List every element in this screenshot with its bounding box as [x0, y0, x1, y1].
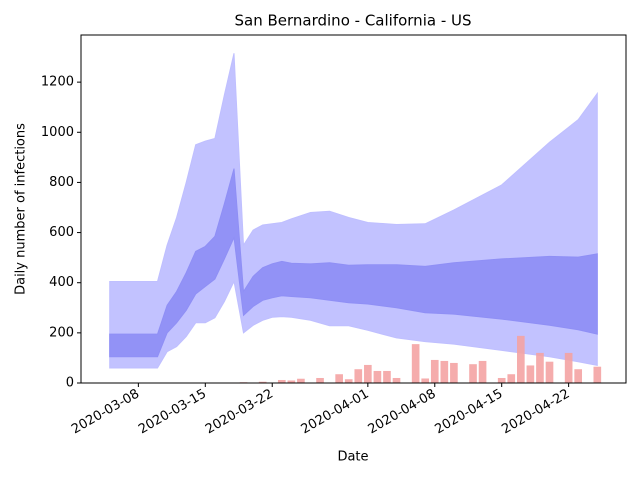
bar [364, 364, 372, 383]
bar [564, 352, 573, 383]
bar [545, 361, 554, 383]
x-tick-label: 2020-03-08 [69, 387, 142, 438]
y-axis-label: Daily number of infections [14, 123, 29, 295]
bar [536, 352, 544, 383]
band [109, 168, 598, 358]
bar [411, 344, 420, 383]
y-tick-label: 0 [66, 376, 74, 391]
x-tick-label: 2020-04-22 [499, 387, 572, 438]
bar [316, 377, 324, 383]
y-tick-label: 400 [49, 275, 74, 290]
bar [392, 377, 401, 383]
axes-frame [80, 34, 627, 384]
bar [478, 360, 487, 383]
x-axis-label: Date [337, 450, 368, 465]
bar [287, 380, 296, 383]
bar [593, 366, 602, 383]
bar [450, 362, 458, 383]
bar [526, 365, 535, 383]
bar [373, 370, 382, 383]
x-tick-label: 2020-04-01 [299, 387, 372, 438]
y-tick-label: 600 [49, 225, 74, 240]
x-tick-label: 2020-04-08 [366, 387, 439, 438]
y-tick-label: 800 [49, 175, 74, 190]
x-tick-label: 2020-03-15 [136, 387, 209, 438]
bar [277, 379, 286, 383]
bar [507, 374, 516, 383]
bar [354, 369, 363, 383]
x-tick-label: 2020-03-22 [203, 387, 276, 438]
bar [430, 359, 439, 383]
y-tick-label: 1200 [41, 75, 74, 90]
x-tick-label: 2020-04-15 [433, 387, 506, 438]
y-tick-label: 200 [49, 325, 74, 340]
bar [383, 370, 391, 383]
bar [297, 378, 305, 383]
bar [574, 369, 583, 383]
chart-title: San Bernardino - California - US [234, 12, 471, 30]
bar [440, 360, 449, 383]
bar [344, 379, 353, 383]
bar [469, 364, 477, 383]
bar [517, 335, 525, 383]
bar [497, 377, 506, 383]
bar [258, 381, 267, 383]
bar [335, 374, 343, 383]
y-tick-label: 1000 [41, 125, 74, 140]
bar [421, 378, 430, 383]
